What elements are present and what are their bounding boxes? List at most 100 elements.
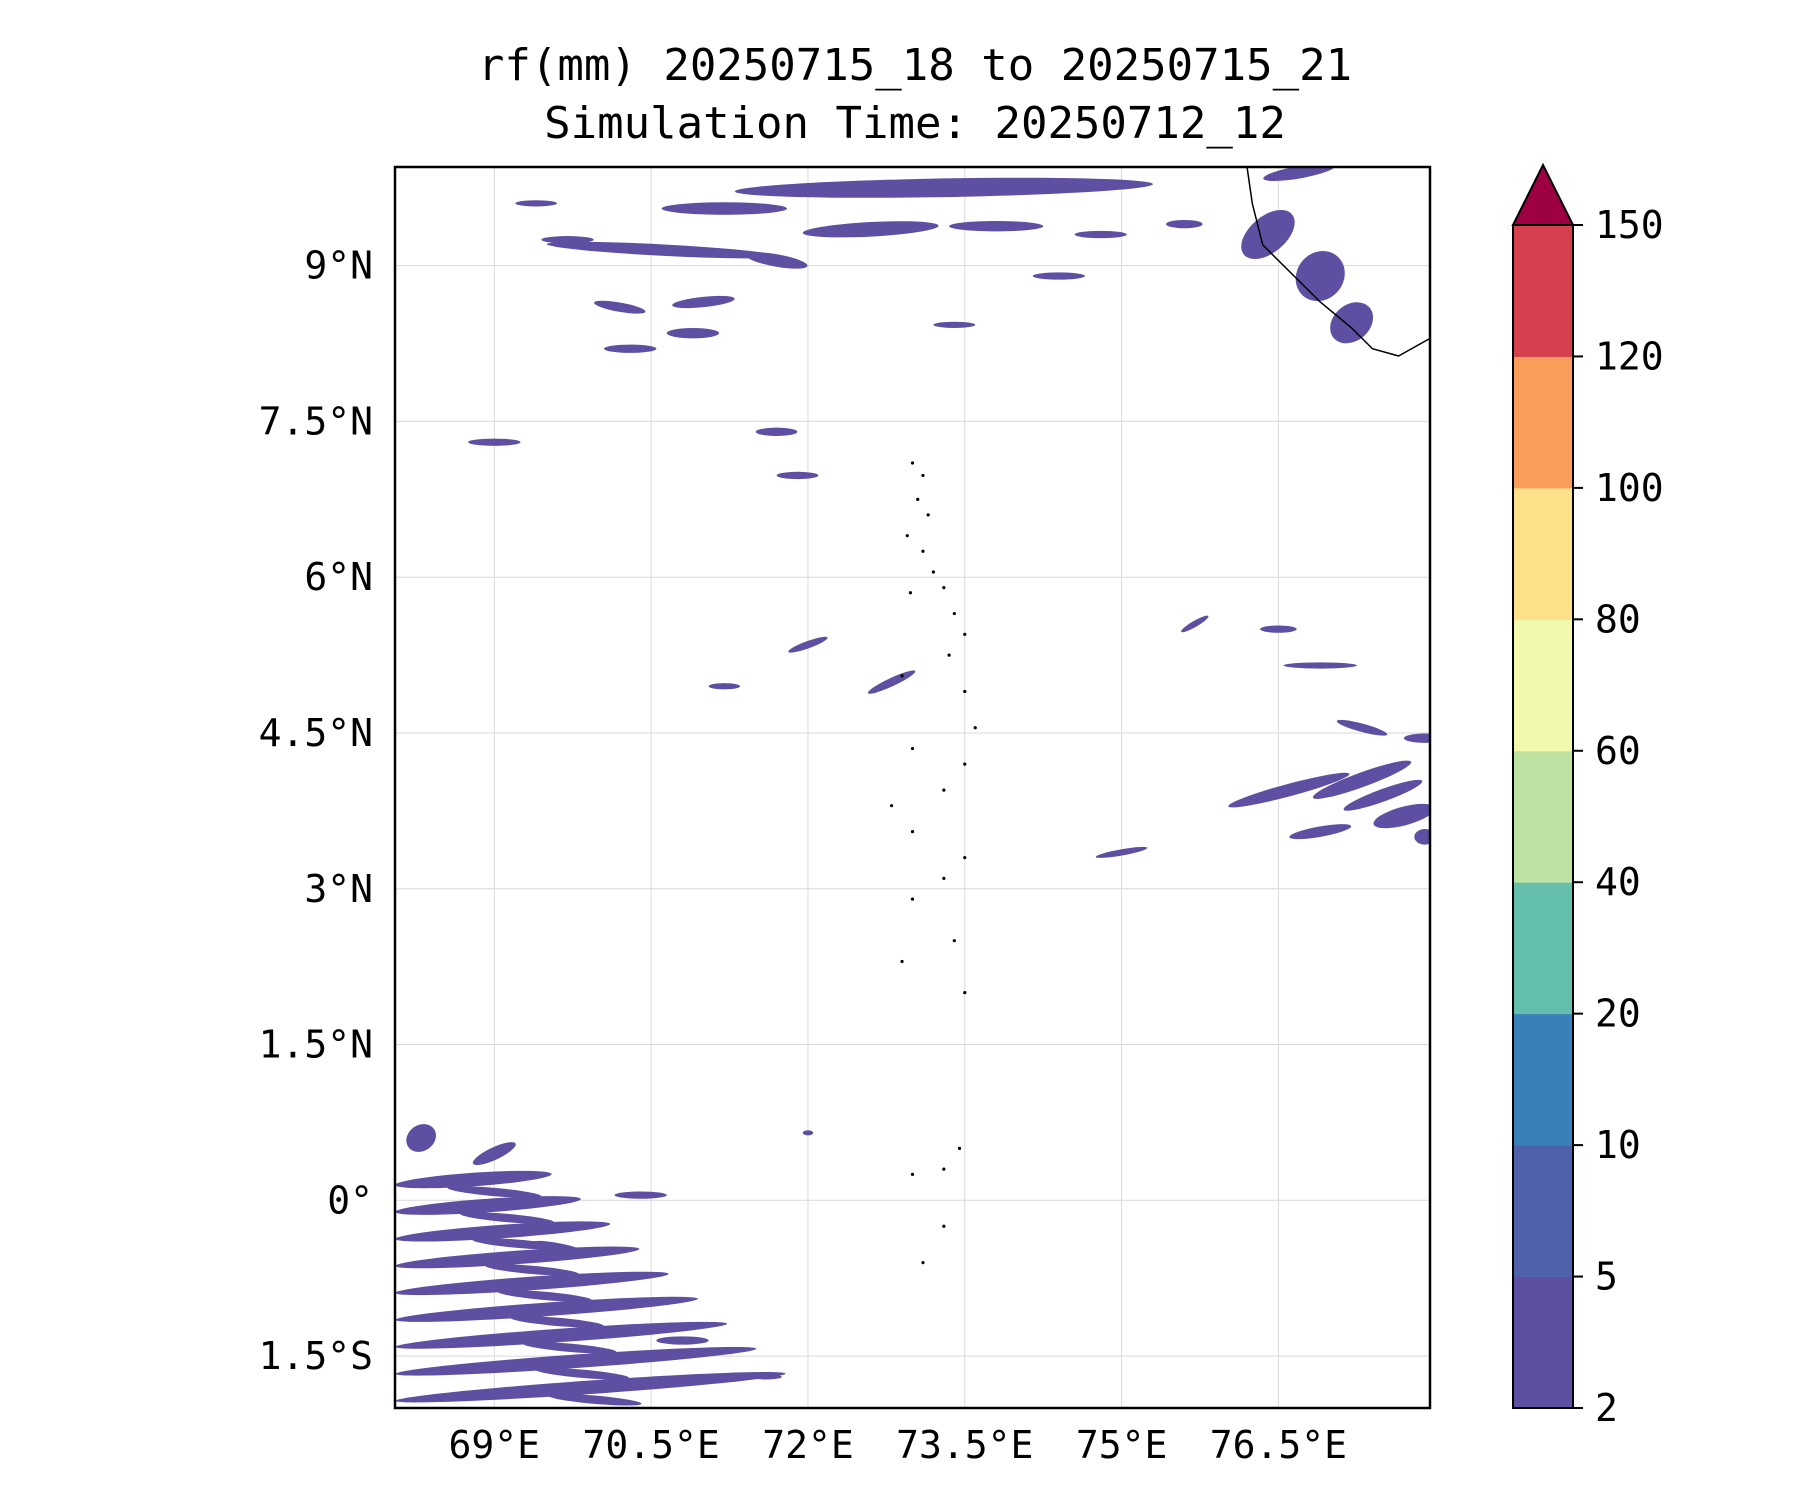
lon-tick-label: 70.5°E [582,1423,719,1467]
rain-patch [472,1142,516,1166]
rain-patch [949,221,1044,232]
coastlines [889,167,1430,1265]
rain-patch [395,1346,757,1376]
island [910,1172,915,1176]
island [916,497,920,501]
rain-patch [594,300,646,314]
colorbar-frame [1512,224,1574,1409]
map-frame [393,165,1432,1410]
colorbar-segment [1513,225,1573,357]
lon-tick-label: 69°E [449,1423,541,1467]
lon-tick-label: 76.5°E [1210,1423,1347,1467]
lat-tick-label: 7.5°N [259,399,373,443]
rain-patch [510,1315,604,1328]
rain-patch [1373,803,1430,829]
island [973,726,977,730]
map-title: rf(mm) 20250715_18 to 20250715_21 [477,40,1353,91]
rain-patch [708,683,740,690]
colorbar-tick-label: 5 [1595,1255,1618,1299]
rain-patch [447,1186,542,1198]
rain-patch [1295,251,1345,302]
island [900,674,904,678]
rain-patch [604,344,657,353]
map-subtitle: Simulation Time: 20250712_12 [544,98,1286,149]
island [942,1167,946,1171]
island [942,585,946,590]
rain-patch [1074,230,1127,239]
island [963,762,967,766]
rain-patch [459,1212,554,1224]
island [947,653,951,657]
rain-patch [788,636,828,653]
rain-patch [776,471,819,480]
rain-patch [395,1221,611,1242]
lat-tick-label: 9°N [304,244,373,288]
rain-patch [1166,219,1203,229]
rain-patch [1414,829,1430,845]
rain-patch [755,427,798,436]
colorbar-segment [1513,1276,1573,1409]
rain-patch [666,327,720,339]
rain-patch [1228,772,1350,808]
lon-tick-label: 75°E [1076,1423,1168,1467]
rain-patch [802,1130,814,1136]
rain-patch [485,1264,579,1276]
rain-patch [1260,625,1297,633]
rain-patch [515,200,558,207]
island [963,632,967,636]
rain-patch [531,1240,583,1254]
colorbar-tick-label: 120 [1595,334,1664,378]
rain-patch [734,177,1153,198]
latitude-axis: 9°N 7.5°N 6°N 4.5°N 3°N 1.5°N 0° 1.5°S [259,244,373,1378]
lat-tick-label: 6°N [304,555,373,599]
island [942,1224,946,1228]
island [921,549,925,553]
rain-patch [546,241,777,259]
rain-patch [672,295,735,309]
rain-patch [1181,615,1209,633]
island [910,461,915,465]
lat-tick-label: 1.5°N [259,1023,373,1067]
lat-tick-label: 4.5°N [259,711,373,755]
island [889,804,894,808]
rain-patch [1032,272,1085,280]
colorbar-tick-label: 2 [1595,1386,1618,1430]
rain-patch [395,1196,581,1215]
island [952,611,956,616]
island [931,570,936,574]
island [957,1146,962,1150]
colorbar-segment [1513,1145,1573,1278]
island [963,855,967,860]
longitude-axis: 69°E 70.5°E 72°E 73.5°E 75°E 76.5°E [449,1423,1347,1467]
rainfall-areas [395,167,1430,1406]
rain-patch [395,1271,669,1296]
rain-patch [1283,662,1357,669]
colorbar-tick-label: 10 [1595,1123,1641,1167]
colorbar-tick-label: 100 [1595,466,1664,510]
rain-patch [395,1372,786,1403]
rain-patch [468,438,521,446]
rain-patch [1241,210,1295,260]
colorbar-segment [1513,1013,1573,1146]
island [921,473,925,478]
colorbar-segment [1513,750,1573,883]
colorbar-segment [1513,882,1573,1015]
rain-patch [1095,846,1148,858]
rain-patch [933,321,976,328]
island [910,746,915,751]
rain-patch [750,1374,782,1380]
colorbar-tick-label: 60 [1595,729,1641,773]
rain-patch [395,1321,728,1349]
lon-tick-label: 72°E [762,1423,854,1467]
island [963,991,967,995]
rain-patch [661,202,788,215]
island [905,534,909,538]
lat-tick-label: 3°N [304,867,373,911]
colorbar-tick-label: 20 [1595,992,1641,1036]
rain-patch [656,1336,709,1345]
colorbar-segment [1513,619,1573,752]
colorbar-tick-label: 40 [1595,860,1641,904]
rain-patch [395,1170,552,1189]
colorbar: 2 5 10 20 40 60 80 100 120 150 [1511,162,1664,1430]
